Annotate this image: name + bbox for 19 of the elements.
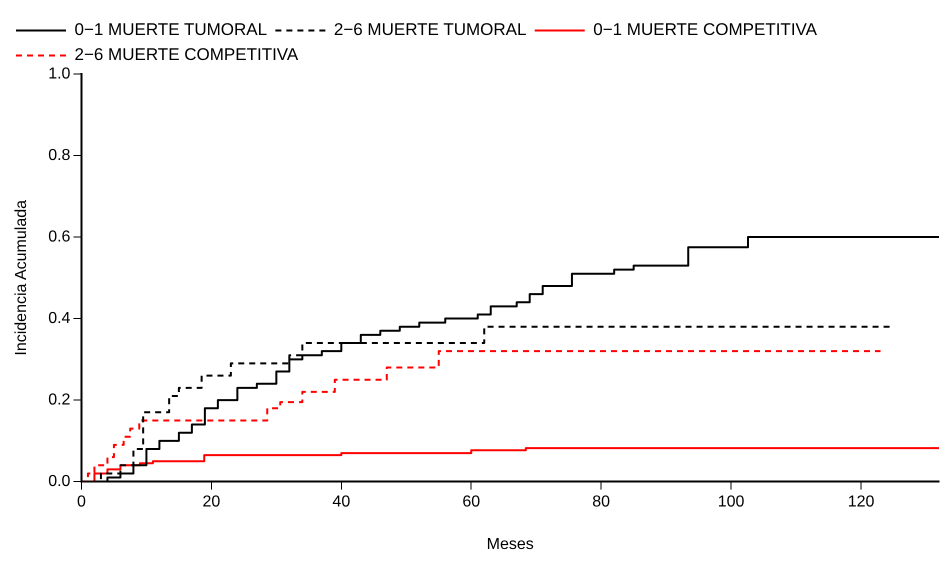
x-tick-label: 100 [718, 494, 745, 511]
x-tick-label: 40 [332, 494, 350, 511]
y-tick-label: 0.8 [48, 146, 71, 164]
x-tick-label: 0 [76, 494, 86, 511]
y-tick-label: 0.4 [48, 310, 71, 327]
legend-label: 2−6 MUERTE TUMORAL [334, 20, 526, 40]
x-tick-label: 120 [848, 494, 874, 511]
y-tick-label: 0.0 [48, 473, 71, 490]
x-tick-label: 80 [592, 494, 610, 511]
y-tick-label: 0.2 [48, 391, 71, 408]
x-tick-label: 20 [202, 494, 220, 511]
y-axis-title: Incidencia Acumulada [13, 200, 30, 356]
x-axis-title: Meses [486, 536, 534, 553]
y-tick-label: 1.0 [48, 65, 71, 82]
x-tick-label: 60 [462, 494, 480, 511]
legend-label: 0−1 MUERTE COMPETITIVA [593, 20, 818, 40]
legend-label: 2−6 MUERTE COMPETITIVA [74, 45, 299, 64]
y-tick-label: 0.6 [48, 228, 71, 246]
legend-label: 0−1 MUERTE TUMORAL [74, 20, 268, 40]
